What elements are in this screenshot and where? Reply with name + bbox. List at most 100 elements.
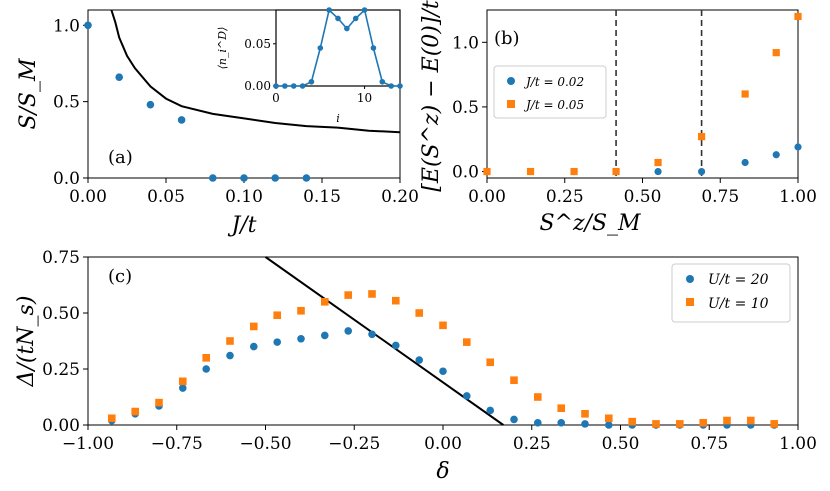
x-tick-label: 0.75 (690, 434, 728, 454)
panel-c-point (320, 298, 329, 306)
inset-x-tick-label: 10 (357, 91, 372, 105)
panel-a-curve (110, 9, 401, 134)
inset-y-tick-label: 0.00 (244, 79, 271, 93)
panel-a-xlabel: J/t (227, 213, 256, 238)
panel-a-point (115, 73, 123, 81)
panel-c-point (178, 377, 187, 386)
panel-c-point (510, 415, 518, 424)
panel-c-point (581, 410, 589, 418)
panel-c-point (439, 321, 447, 330)
legend-marker-u10 (686, 298, 694, 306)
panel-c-point (368, 290, 376, 298)
y-tick-label: 0.75 (42, 248, 80, 268)
panel-c-point (202, 354, 211, 362)
panel-c-point (344, 327, 353, 335)
panel-b-y-ticks: 0.0 0.5 1.0 (452, 33, 487, 183)
panel-c-ylabel: Δ/(tN_s) (14, 296, 39, 388)
panel-b-point (483, 167, 491, 176)
panel-c-point (533, 418, 542, 427)
y-tick-label: 0.0 (452, 163, 479, 183)
panel-b-x-ticks: 0.00 0.25 0.50 0.75 1.00 (468, 178, 817, 207)
inset-frame (275, 9, 401, 87)
inset-y-tick-label: 0.05 (244, 37, 271, 51)
panel-c-point (297, 306, 305, 315)
panel-c: −1.00 −0.75 −0.50 −0.25 0.00 0.25 0.50 0.75 1.00… (14, 248, 817, 484)
y-tick-label: 0.50 (42, 304, 80, 324)
panel-a-inset: 0 10 0.00 0.05 i ⟨n_i^D⟩ (216, 7, 403, 125)
panel-c-point (604, 414, 613, 423)
inset-point (344, 25, 350, 32)
panel-a-point (146, 100, 155, 109)
x-tick-label: 0.00 (424, 434, 462, 454)
inset-point (308, 78, 315, 85)
inset-point (273, 83, 279, 89)
inset-point (326, 7, 332, 13)
panel-c-point (273, 311, 282, 320)
legend-label-u10: U/t = 10 (708, 296, 769, 312)
panel-c-point (391, 341, 400, 350)
panel-c-point (604, 421, 613, 429)
legend-marker-j002 (507, 77, 515, 85)
panel-c-point (273, 338, 282, 346)
panel-c-point (368, 330, 376, 339)
panel-c-point (202, 365, 211, 373)
panel-b-ylabel: [E(S^z) − E(0)]/t (419, 0, 444, 192)
panel-c-point (439, 367, 447, 376)
panel-c-point (699, 418, 708, 427)
legend-marker-j005 (507, 100, 515, 108)
inset-xlabel: i (336, 112, 340, 125)
x-tick-label: 0.10 (225, 187, 263, 207)
x-tick-label: 0.15 (303, 187, 341, 207)
panel-b-point (654, 167, 662, 176)
panel-c-point (226, 337, 234, 345)
inset-point (352, 15, 359, 22)
panel-a-x-ticks: 0.00 0.05 0.10 0.15 0.20 (69, 178, 419, 207)
x-tick-label: 0.50 (624, 187, 662, 207)
x-tick-label: 0.25 (546, 187, 584, 207)
panel-b: 0.00 0.25 0.50 0.75 1.00 0.0 0.5 1.0 (b) S^z/S… (419, 0, 817, 236)
panel-a-point (84, 21, 92, 30)
panel-c-point (652, 420, 660, 428)
panel-a-y-ticks: 0.0 0.5 1.0 (53, 16, 88, 189)
inset-series (273, 7, 403, 89)
x-tick-label: 0.50 (602, 434, 640, 454)
x-tick-label: −0.50 (239, 434, 291, 454)
panel-a: 0.00 0.05 0.10 0.15 0.20 0.0 0.5 1.0 (a) J/t S… (16, 7, 419, 238)
x-tick-label: 0.75 (701, 187, 739, 207)
panel-c-y-ticks: 0.00 0.25 0.50 0.75 (42, 248, 88, 436)
y-tick-label: 1.0 (452, 33, 479, 53)
y-tick-label: 0.25 (42, 360, 80, 380)
inset-ylabel: ⟨n_i^D⟩ (216, 27, 229, 70)
x-tick-label: 0.25 (513, 434, 551, 454)
panel-c-point (510, 376, 518, 384)
panel-c-point (391, 296, 400, 305)
panel-a-point (302, 174, 311, 182)
panel-c-point (581, 420, 589, 428)
y-tick-label: 0.5 (452, 98, 479, 118)
panel-c-point (770, 420, 779, 428)
panel-c-point (249, 322, 258, 331)
panel-c-xlabel: δ (436, 459, 449, 484)
panel-c-x-ticks: −1.00 −0.75 −0.50 −0.25 0.00 0.25 0.50 0.75 1.00 (62, 425, 817, 454)
panel-c-point (415, 309, 424, 317)
panel-c-point (178, 384, 187, 392)
x-tick-label: 1.00 (779, 187, 817, 207)
panel-c-point (628, 417, 637, 426)
panel-b-point (570, 167, 578, 176)
panel-b-point (772, 49, 780, 57)
inset-point (282, 83, 288, 89)
x-tick-label: −0.75 (151, 434, 203, 454)
panel-c-point (131, 407, 140, 416)
panel-c-point (462, 392, 471, 400)
panel-a-point (209, 174, 217, 182)
panel-c-label: (c) (108, 266, 132, 287)
panel-b-point (794, 143, 802, 151)
legend-label-j005: J/t = 0.05 (523, 98, 584, 112)
inset-point (299, 83, 306, 89)
inset-y-ticks: 0.00 0.05 (244, 37, 276, 93)
panel-a-bound-curve (110, 9, 401, 134)
panel-b-point (526, 167, 535, 176)
y-tick-label: 1.0 (53, 16, 80, 36)
panel-c-point (557, 404, 566, 412)
